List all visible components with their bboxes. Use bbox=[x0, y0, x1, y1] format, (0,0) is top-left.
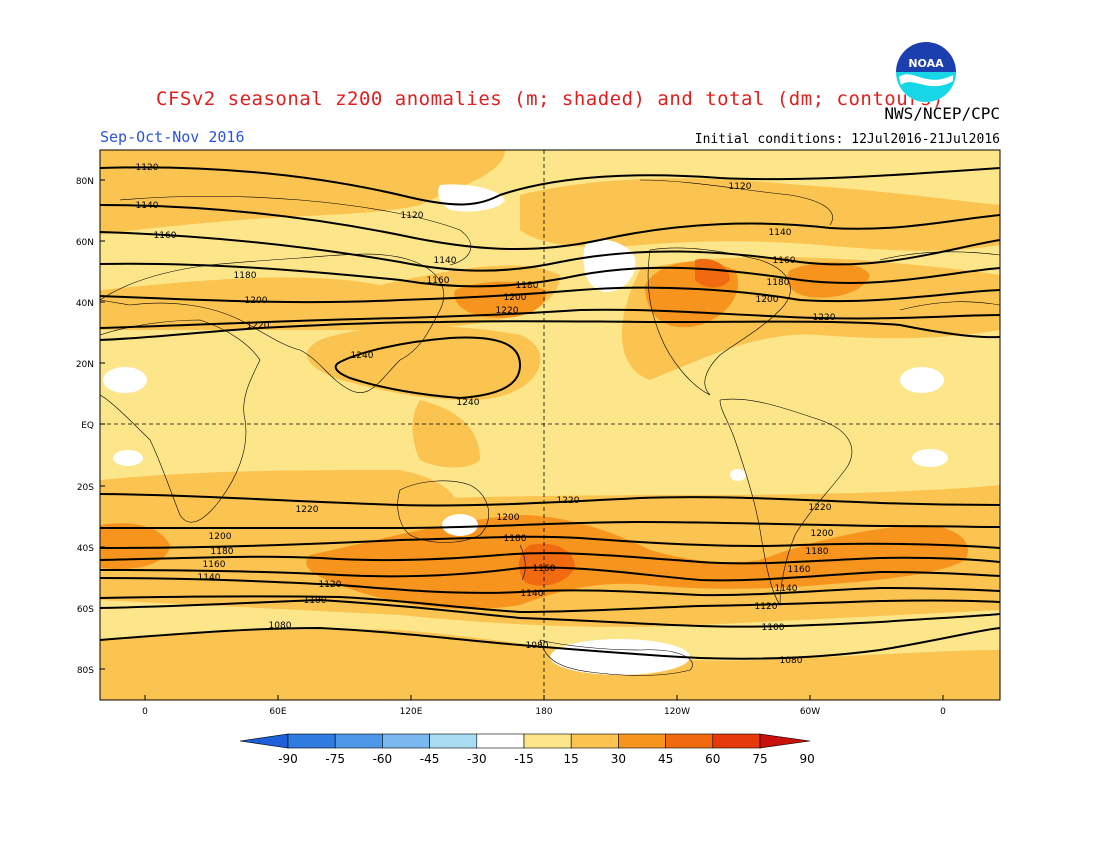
contour-label: 1120 bbox=[401, 211, 424, 221]
lat-tick-label: 40S bbox=[77, 544, 94, 554]
contour-label: 1220 bbox=[557, 496, 580, 506]
colorbar-tick-label: -75 bbox=[325, 752, 345, 766]
contour-label: 1220 bbox=[247, 321, 270, 331]
lat-tick-label: 80S bbox=[77, 666, 94, 676]
lon-tick-label: 60W bbox=[800, 707, 820, 717]
season-label: Sep-Oct-Nov 2016 bbox=[100, 128, 245, 146]
colorbar-swatch bbox=[287, 733, 336, 749]
colorbar-swatch bbox=[712, 733, 761, 749]
lon-tick-label: 60E bbox=[269, 707, 286, 717]
contour-label: 1160 bbox=[788, 565, 811, 575]
contour-label: 1100 bbox=[304, 596, 327, 606]
colorbar-swatch bbox=[618, 733, 666, 749]
contour-label: 1240 bbox=[351, 351, 374, 361]
lon-axis: 0 60E 120E 180 120W 60W 0 bbox=[142, 695, 946, 717]
noaa-logo-icon: NOAA bbox=[896, 42, 956, 102]
colorbar-tick-label: 75 bbox=[752, 752, 767, 766]
colorbar-swatch bbox=[665, 733, 714, 749]
colorbar-tick-label: 45 bbox=[658, 752, 673, 766]
contour-label: 1180 bbox=[767, 278, 790, 288]
contour-label: 1140 bbox=[136, 201, 159, 211]
lat-tick-label: 60S bbox=[77, 605, 94, 615]
lon-tick-label: 180 bbox=[535, 707, 552, 717]
colorbar-tick-label: -30 bbox=[467, 752, 487, 766]
contour-label: 1160 bbox=[773, 256, 796, 266]
height-contours bbox=[100, 166, 1000, 660]
anomaly-shading bbox=[100, 150, 1000, 700]
colorbar-swatch bbox=[334, 733, 383, 749]
colorbar-swatch bbox=[570, 733, 619, 749]
contour-label: 1140 bbox=[521, 589, 544, 599]
lat-axis: 80N 60N 40N 20N EQ 20S 40S 60S 80S bbox=[76, 177, 105, 676]
contour-label: 1160 bbox=[203, 560, 226, 570]
colorbar-right-arrow bbox=[759, 733, 811, 749]
colorbar-tick-label: 15 bbox=[564, 752, 579, 766]
colorbar-tick-label: 30 bbox=[611, 752, 626, 766]
contour-label: 1140 bbox=[434, 256, 457, 266]
contour-label: 1120 bbox=[319, 580, 342, 590]
colorbar-tick-label: 90 bbox=[800, 752, 815, 766]
lat-tick-label: 20N bbox=[76, 360, 94, 370]
colorbar-tick-label: -60 bbox=[373, 752, 393, 766]
contour-label: 1140 bbox=[198, 573, 221, 583]
map-frame bbox=[99, 149, 1001, 701]
contour-labels: 1120 1140 1160 1180 1200 1220 1240 1120 … bbox=[136, 163, 836, 666]
contour-label: 1200 bbox=[497, 513, 520, 523]
contour-label: 1160 bbox=[154, 231, 177, 241]
contour-label: 1120 bbox=[729, 182, 752, 192]
contour-label: 1200 bbox=[209, 532, 232, 542]
contour-label: 1220 bbox=[296, 505, 319, 515]
initial-conditions-label: Initial conditions: 12Jul2016-21Jul2016 bbox=[694, 132, 1000, 147]
contour-label: 1160 bbox=[427, 276, 450, 286]
contour-label: 1180 bbox=[234, 271, 257, 281]
contour-label: 1100 bbox=[762, 623, 785, 633]
contour-label: 1200 bbox=[504, 293, 527, 303]
colorbar-swatch bbox=[429, 733, 478, 749]
contour-label: 1080 bbox=[526, 641, 549, 651]
contour-label: 1200 bbox=[756, 295, 779, 305]
lat-tick-label: EQ bbox=[81, 421, 94, 431]
colorbar-swatch bbox=[523, 733, 572, 749]
lon-tick-label: 120E bbox=[400, 707, 423, 717]
noaa-logo-text: NOAA bbox=[908, 57, 944, 70]
colorbar: -90 -75 -60 -45 -30 -15 15 30 45 60 75 90 bbox=[239, 733, 815, 766]
colorbar-swatch bbox=[382, 733, 430, 749]
contour-label: 1200 bbox=[811, 529, 834, 539]
lon-tick-label: 0 bbox=[142, 707, 148, 717]
colorbar-left-arrow bbox=[239, 733, 289, 749]
lat-tick-label: 80N bbox=[76, 177, 94, 187]
contour-label: 1200 bbox=[245, 296, 268, 306]
lon-tick-label: 120W bbox=[664, 707, 690, 717]
contour-label: 1120 bbox=[136, 163, 159, 173]
contour-label: 1220 bbox=[809, 503, 832, 513]
contour-label: 1220 bbox=[813, 313, 836, 323]
contour-label: 1120 bbox=[755, 602, 778, 612]
contour-label: 1180 bbox=[806, 547, 829, 557]
contour-label: 1180 bbox=[211, 547, 234, 557]
contour-label: 1080 bbox=[780, 656, 803, 666]
colorbar-tick-label: -15 bbox=[514, 752, 534, 766]
colorbar-tick-label: 60 bbox=[705, 752, 720, 766]
contour-label: 1080 bbox=[269, 621, 292, 631]
contour-label: 1140 bbox=[775, 584, 798, 594]
lat-tick-label: 60N bbox=[76, 238, 94, 248]
lon-tick-label: 0 bbox=[940, 707, 946, 717]
contour-label: 1220 bbox=[496, 306, 519, 316]
lat-tick-label: 20S bbox=[77, 483, 94, 493]
colorbar-swatch bbox=[476, 733, 525, 749]
contour-label: 1240 bbox=[457, 398, 480, 408]
coastlines bbox=[100, 179, 1000, 676]
contour-label: 1180 bbox=[516, 281, 539, 291]
contour-label: 1180 bbox=[504, 534, 527, 544]
contour-label: 1160 bbox=[533, 564, 556, 574]
lat-tick-label: 40N bbox=[76, 299, 94, 309]
colorbar-tick-label: -45 bbox=[420, 752, 440, 766]
colorbar-tick-label: -90 bbox=[278, 752, 298, 766]
contour-label: 1140 bbox=[769, 228, 792, 238]
agency-label: NWS/NCEP/CPC bbox=[884, 104, 1000, 123]
map-title: CFSv2 seasonal z200 anomalies (m; shaded… bbox=[156, 88, 944, 110]
